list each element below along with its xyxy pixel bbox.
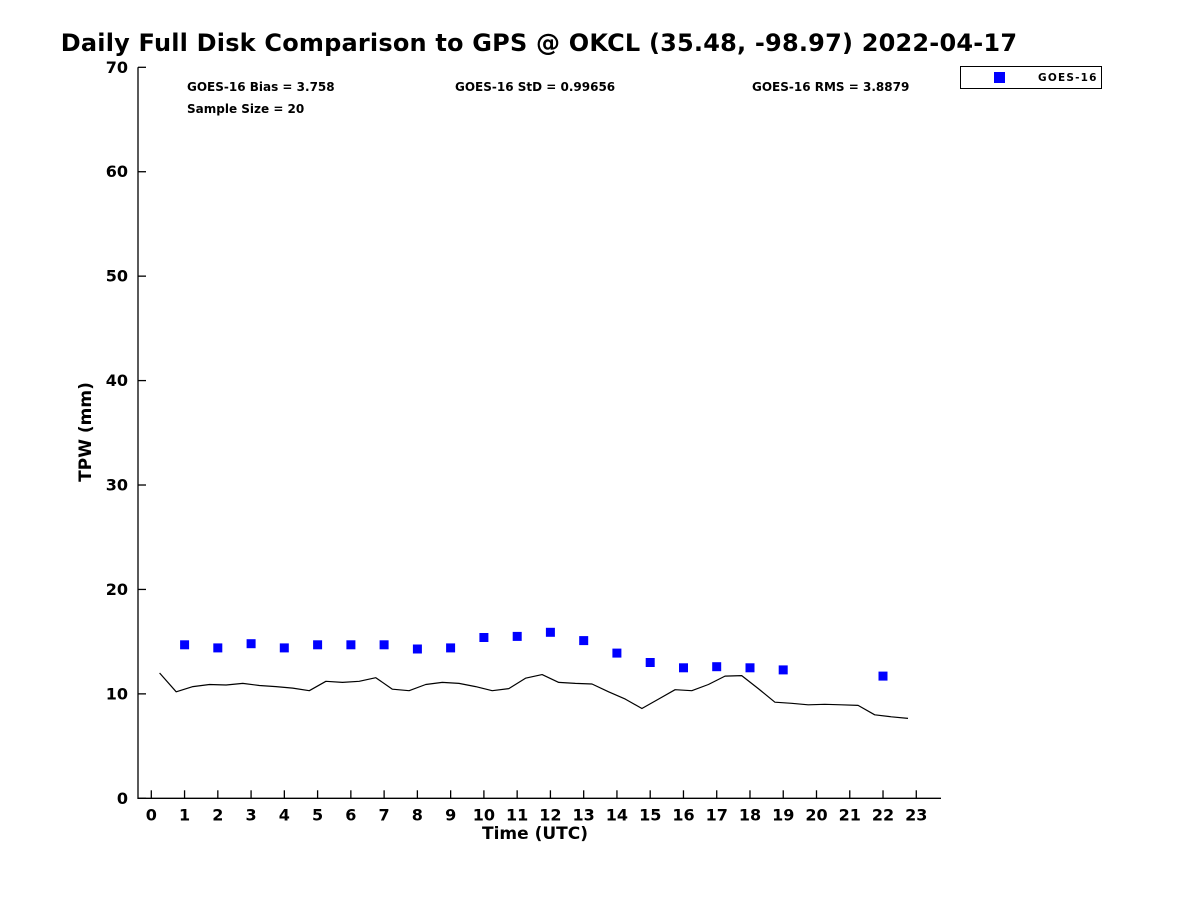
y-tick-label: 40 <box>106 371 128 390</box>
legend-label-goes16: GOES-16 <box>1038 71 1098 84</box>
x-tick-label: 4 <box>279 805 290 824</box>
goes16-marker <box>579 636 589 646</box>
x-tick-label: 23 <box>905 805 927 824</box>
x-tick-label: 19 <box>772 805 794 824</box>
goes16-marker <box>878 671 888 681</box>
y-tick-label: 70 <box>106 58 128 77</box>
y-tick-label: 50 <box>106 267 128 286</box>
x-tick-label: 21 <box>839 805 861 824</box>
y-tick-label: 20 <box>106 580 128 599</box>
goes16-marker <box>279 643 289 653</box>
x-tick-label: 10 <box>473 805 495 824</box>
goes16-marker <box>379 640 389 650</box>
goes16-marker <box>512 631 522 641</box>
goes16-marker <box>479 633 489 642</box>
x-axis-label: Time (UTC) <box>481 824 589 844</box>
goes16-marker <box>712 662 722 672</box>
x-tick-label: 1 <box>179 805 190 824</box>
y-tick-label: 60 <box>106 162 128 181</box>
x-tick-label: 7 <box>379 805 390 824</box>
stat-sample-size: Sample Size = 20 <box>187 102 305 116</box>
goes16-marker <box>412 644 422 654</box>
stat-std: GOES-16 StD = 0.99656 <box>455 80 616 94</box>
goes16-marker <box>778 665 788 675</box>
goes16-square-marker-icon <box>994 72 1005 83</box>
x-tick-label: 20 <box>805 805 827 824</box>
x-axis-ticks: 0 1 2 3 4 5 6 7 8 9 10 11 12 13 14 15 16 17 18 19 20 21 22 23 <box>146 790 927 824</box>
x-tick-label: 8 <box>412 805 423 824</box>
goes16-marker <box>446 643 456 653</box>
x-tick-label: 0 <box>146 805 157 824</box>
stat-bias: GOES-16 Bias = 3.758 <box>187 80 335 94</box>
x-tick-label: 12 <box>539 805 561 824</box>
gps-line <box>159 672 909 719</box>
goes16-marker <box>645 658 655 667</box>
x-tick-label: 13 <box>573 805 595 824</box>
x-tick-label: 6 <box>345 805 356 824</box>
x-tick-label: 9 <box>445 805 456 824</box>
x-tick-label: 18 <box>739 805 761 824</box>
stat-rms: GOES-16 RMS = 3.8879 <box>752 80 910 94</box>
goes16-marker <box>213 643 223 653</box>
goes16-markers <box>180 627 888 681</box>
y-tick-label: 10 <box>106 684 128 703</box>
x-tick-label: 22 <box>872 805 894 824</box>
goes16-marker <box>545 627 555 637</box>
x-tick-label: 11 <box>506 805 528 824</box>
axis-spines <box>137 67 941 799</box>
goes16-marker <box>679 663 688 673</box>
chart-title: Daily Full Disk Comparison to GPS @ OKCL… <box>60 29 1018 57</box>
y-axis-ticks: 0 10 20 30 40 50 60 70 <box>106 58 146 808</box>
goes16-marker <box>246 639 256 649</box>
x-tick-label: 15 <box>639 805 661 824</box>
y-tick-label: 0 <box>117 789 128 808</box>
goes16-marker <box>313 640 323 650</box>
goes16-marker <box>745 663 755 673</box>
x-tick-label: 5 <box>312 805 323 824</box>
goes16-marker <box>612 648 622 658</box>
x-tick-label: 2 <box>212 805 223 824</box>
x-tick-label: 16 <box>672 805 694 824</box>
x-tick-label: 3 <box>246 805 257 824</box>
x-tick-label: 17 <box>706 805 728 824</box>
goes16-marker <box>346 640 356 650</box>
goes16-marker <box>180 640 190 650</box>
y-tick-label: 30 <box>106 476 128 495</box>
x-tick-label: 14 <box>606 805 628 824</box>
legend: GOES-16 <box>960 66 1102 89</box>
